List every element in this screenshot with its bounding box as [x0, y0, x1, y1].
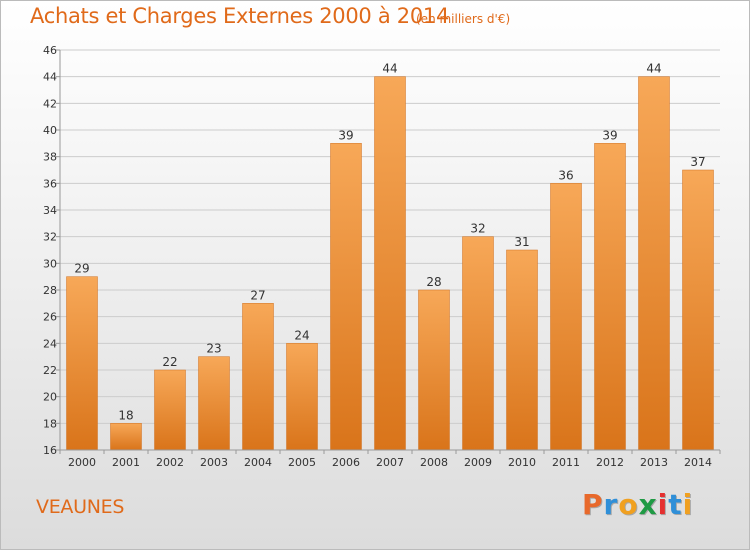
bar-2008 [419, 290, 450, 450]
x-tick-label-2011: 2011 [552, 456, 580, 469]
y-tick-label: 30 [43, 257, 57, 270]
logo-letter: o [618, 488, 638, 521]
y-tick-label: 22 [43, 364, 57, 377]
data-label-2003: 23 [206, 342, 221, 356]
x-tick-label-2002: 2002 [156, 456, 184, 469]
data-label-2012: 39 [602, 128, 617, 142]
y-tick-label: 38 [43, 151, 57, 164]
data-label-2014: 37 [690, 155, 705, 169]
y-tick-label: 34 [43, 204, 57, 217]
x-tick-label-2010: 2010 [508, 456, 536, 469]
y-tick-label: 46 [43, 44, 57, 57]
y-tick-label: 44 [43, 71, 57, 84]
y-tick-label: 26 [43, 311, 57, 324]
x-tick-label-2004: 2004 [244, 456, 272, 469]
data-label-2008: 28 [426, 275, 441, 289]
x-tick-label-2003: 2003 [200, 456, 228, 469]
x-tick-label-2013: 2013 [640, 456, 668, 469]
logo-letter: P [582, 488, 604, 521]
data-label-2002: 22 [162, 355, 177, 369]
data-label-2010: 31 [514, 235, 529, 249]
y-axis-ticks: 16 18 20 22 24 26 28 30 32 34 36 38 40 42 44 46 [43, 44, 60, 457]
y-tick-label: 28 [43, 284, 57, 297]
data-label-2013: 44 [646, 62, 661, 76]
bar-2009 [463, 237, 494, 450]
y-tick-label: 18 [43, 417, 57, 430]
logo-letter: i [683, 488, 694, 521]
bar-2014 [683, 170, 714, 450]
x-tick-label-2000: 2000 [68, 456, 96, 469]
y-tick-label: 42 [43, 97, 57, 110]
y-tick-label: 24 [43, 337, 57, 350]
data-label-2004: 27 [250, 288, 265, 302]
bar-2001 [111, 423, 142, 450]
bar-2011 [551, 183, 582, 450]
bar-2012 [595, 143, 626, 450]
logo-letter: r [604, 488, 619, 521]
data-label-2011: 36 [558, 168, 573, 182]
y-tick-label: 36 [43, 177, 57, 190]
bar-2013 [639, 77, 670, 450]
y-tick-label: 40 [43, 124, 57, 137]
bar-2003 [199, 357, 230, 450]
bar-2007 [375, 77, 406, 450]
bar-2010 [507, 250, 538, 450]
proxiti-logo: Proxiti [582, 488, 693, 521]
bar-2000 [67, 277, 98, 450]
y-tick-label: 20 [43, 391, 57, 404]
data-label-2007: 44 [382, 62, 397, 76]
y-tick-label: 32 [43, 231, 57, 244]
commune-name: VEAUNES [36, 496, 124, 518]
y-tick-label: 16 [43, 444, 57, 457]
x-tick-label-2007: 2007 [376, 456, 404, 469]
logo-letter: t [668, 488, 682, 521]
x-axis-ticks: 2000 2001 2002 2003 2004 2005 2006 2007 2008 2009… [60, 450, 720, 469]
x-tick-label-2008: 2008 [420, 456, 448, 469]
logo-letter: x [639, 488, 658, 521]
bar-2005 [287, 343, 318, 450]
data-label-2001: 18 [118, 408, 133, 422]
bar-2006 [331, 143, 362, 450]
x-tick-label-2005: 2005 [288, 456, 316, 469]
data-label-2006: 39 [338, 128, 353, 142]
bar-2002 [155, 370, 186, 450]
bar-2004 [243, 303, 274, 450]
x-tick-label-2009: 2009 [464, 456, 492, 469]
data-label-2009: 32 [470, 222, 485, 236]
x-tick-label-2001: 2001 [112, 456, 140, 469]
bar-chart: 16 18 20 22 24 26 28 30 32 34 36 38 40 42 44 46 29 18 22 2… [0, 0, 750, 550]
logo-letter: i [658, 488, 669, 521]
data-label-2000: 29 [74, 262, 89, 276]
data-label-2005: 24 [294, 328, 309, 342]
x-tick-label-2014: 2014 [684, 456, 712, 469]
x-tick-label-2006: 2006 [332, 456, 360, 469]
x-tick-label-2012: 2012 [596, 456, 624, 469]
